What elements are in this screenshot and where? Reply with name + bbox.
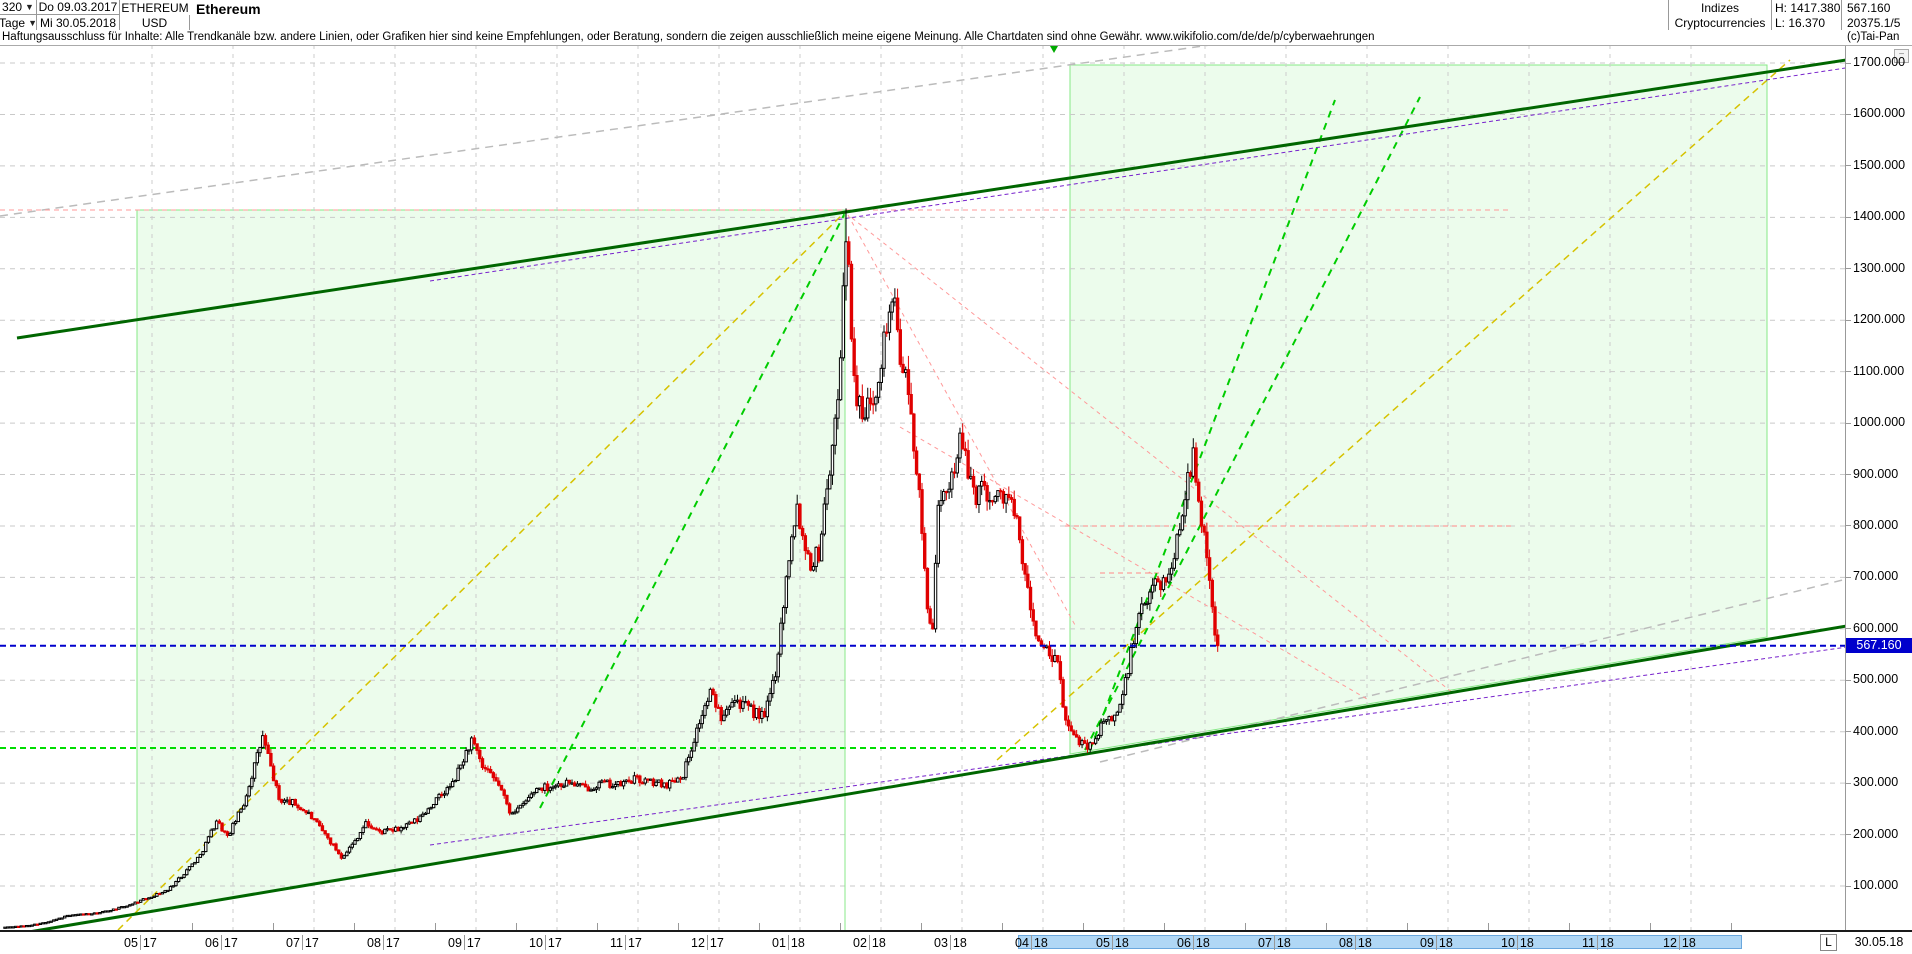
- x-axis-label: 04 18: [1015, 935, 1048, 950]
- overlay-lines: [0, 27, 1912, 936]
- marker-triangle-icon: [1050, 46, 1058, 53]
- y-axis-label: 1400.000: [1853, 209, 1906, 224]
- page-title: Ethereum: [196, 1, 261, 17]
- x-axis-label: 11 17: [610, 935, 642, 950]
- pink-fan-line-1: [847, 214, 1076, 626]
- gray-longterm-line-1: [0, 44, 1211, 217]
- y-axis-tick: [1846, 165, 1851, 167]
- x-axis-label: 08 17: [367, 935, 400, 950]
- period-unit-dropdown[interactable]: Tage ▼: [0, 15, 37, 30]
- y-axis-tick: [1846, 628, 1851, 630]
- y-axis-label: 600.000: [1853, 620, 1899, 635]
- date-start: Do 09.03.2017: [37, 0, 120, 15]
- symbol-name: ETHEREUM: [121, 0, 189, 15]
- x-axis-label: 10 17: [529, 935, 562, 950]
- x-axis-label: 11 18: [1582, 935, 1614, 950]
- period-high: H: 1417.380: [1772, 0, 1842, 15]
- x-axis-label: 08 18: [1339, 935, 1372, 950]
- purple-channel-upper: [429, 57, 1912, 282]
- y-axis-tick: [1846, 62, 1851, 64]
- y-axis-tick: [1846, 834, 1851, 836]
- y-axis-label: 1000.000: [1853, 415, 1906, 430]
- green-steep-trend-1: [539, 210, 847, 809]
- x-axis-label: 06 17: [205, 935, 238, 950]
- x-axis-label: 12 17: [691, 935, 724, 950]
- y-axis-label: 1700.000: [1853, 55, 1906, 69]
- channel-box: [1069, 64, 1768, 755]
- bars-count-dropdown[interactable]: 320 ▼: [0, 0, 37, 15]
- y-axis-label: 100.000: [1853, 878, 1899, 893]
- y-axis-label: 500.000: [1853, 672, 1899, 687]
- period-low: L: 16.370: [1772, 15, 1842, 30]
- y-axis-tick: [1846, 422, 1851, 424]
- x-axis-label: 07 17: [286, 935, 319, 950]
- channel-lower-line: [16, 613, 1912, 936]
- pink-fan-line-3: [899, 426, 1368, 700]
- x-axis-label: 05 18: [1096, 935, 1129, 950]
- category-subgroup: Cryptocurrencies: [1668, 15, 1772, 30]
- y-axis-tick: [1846, 371, 1851, 373]
- y-axis-tick: [1846, 731, 1851, 733]
- last-date-label: 30.05.18: [1854, 935, 1904, 949]
- x-axis-label: 03 18: [934, 935, 967, 950]
- x-axis-label: 02 18: [853, 935, 886, 950]
- y-axis-label: 900.000: [1853, 466, 1899, 481]
- y-axis-tick: [1846, 782, 1851, 784]
- x-axis-label: 05 17: [124, 935, 157, 950]
- y-axis-label: 1100.000: [1853, 363, 1905, 378]
- candlesticks: [3, 208, 1220, 929]
- y-axis-tick: [1846, 268, 1851, 270]
- channel-upper-line: [16, 48, 1912, 340]
- grid: [0, 45, 1845, 930]
- x-axis-label: 07 18: [1258, 935, 1291, 950]
- date-end: Mi 30.05.2018: [37, 15, 120, 30]
- x-axis-label: 09 17: [448, 935, 481, 950]
- y-axis-tick: [1846, 576, 1851, 578]
- symbol-currency: USD: [120, 15, 190, 30]
- minimize-icon[interactable]: −: [1894, 49, 1909, 63]
- disclaimer-bar: Haftungsausschluss für Inhalte: Alle Tre…: [0, 30, 1912, 46]
- last-price-value: 567.160: [1847, 0, 1891, 15]
- y-axis-label: 200.000: [1853, 826, 1899, 841]
- x-axis-label: 06 18: [1177, 935, 1210, 950]
- y-axis-tick: [1846, 679, 1851, 681]
- copyright-label: (c)Tai-Pan: [1847, 31, 1900, 43]
- y-axis-label: 1600.000: [1853, 106, 1906, 121]
- x-axis-label: 01 18: [772, 935, 805, 950]
- green-steep-trend-3: [1089, 99, 1336, 751]
- x-axis-label: 10 18: [1501, 935, 1534, 950]
- current-price-badge: 567.160: [1846, 637, 1912, 653]
- y-axis-label: 800.000: [1853, 517, 1899, 532]
- chevron-down-icon: ▼: [25, 2, 34, 12]
- olive-trend-line-2: [996, 59, 1791, 761]
- y-axis-label: 1200.000: [1853, 312, 1906, 327]
- y-axis-tick: [1846, 319, 1851, 321]
- y-axis-label: 300.000: [1853, 775, 1899, 790]
- x-axis-label: 12 18: [1663, 935, 1696, 950]
- disclaimer-text: Haftungsausschluss für Inhalte: Alle Tre…: [2, 31, 1375, 43]
- x-axis-label: 09 18: [1420, 935, 1453, 950]
- y-axis-label: 1500.000: [1853, 157, 1906, 172]
- y-axis-label: 700.000: [1853, 569, 1899, 584]
- y-axis-label: 1300.000: [1853, 260, 1906, 275]
- green-steep-trend-2: [1084, 96, 1421, 751]
- x-axis-highlight-range[interactable]: [1018, 935, 1742, 949]
- y-axis-label: 400.000: [1853, 723, 1899, 738]
- x-axis: L 30.05.18 05 17 06 17 07 17 08 17 09 17 10 17 11 17 1…: [0, 930, 1912, 954]
- secondary-value: 20375.1/5: [1847, 15, 1901, 30]
- scale-toggle[interactable]: L: [1820, 934, 1837, 951]
- purple-channel-lower: [429, 637, 1912, 846]
- y-axis-tick: [1846, 525, 1851, 527]
- chevron-down-icon: ▼: [28, 17, 37, 28]
- chart-header: 320 ▼ Tage ▼ Do 09.03.2017 Mi 30.05.2018 E…: [0, 0, 1912, 31]
- y-axis-tick: [1846, 885, 1851, 887]
- y-axis: − 567.160 1700.000 1600.000 1500.000 1400.0…: [1845, 45, 1912, 930]
- category-group: Indizes: [1668, 0, 1772, 15]
- y-axis-tick: [1846, 216, 1851, 218]
- y-axis-tick: [1846, 113, 1851, 115]
- y-axis-tick: [1846, 474, 1851, 476]
